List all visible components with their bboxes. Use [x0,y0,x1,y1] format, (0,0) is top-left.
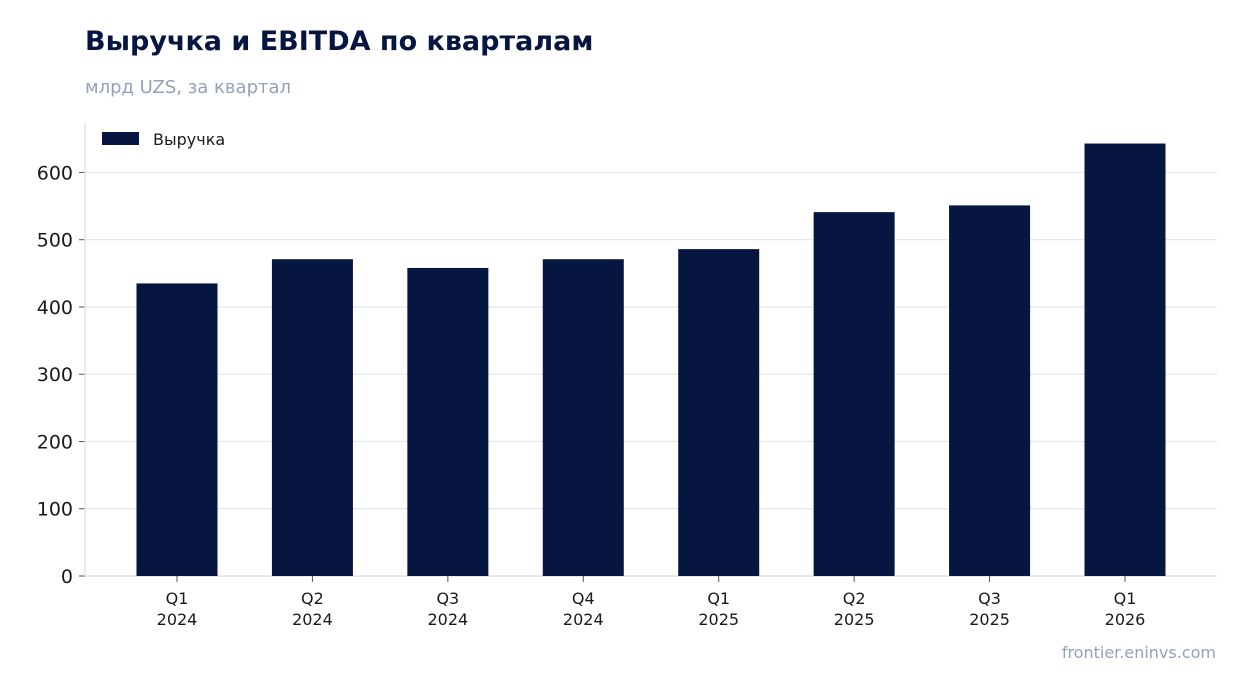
x-tick-label: 2024 [563,610,604,629]
x-tick-label: Q3 [436,589,459,608]
legend-swatch [102,132,139,145]
y-tick-label: 400 [37,297,73,319]
x-tick-label: Q3 [978,589,1001,608]
bar [542,259,624,576]
x-tick-label: 2026 [1105,610,1146,629]
x-tick-label: 2025 [698,610,739,629]
x-tick-label: 2024 [292,610,333,629]
y-tick-label: 200 [37,431,73,453]
chart-title: Выручка и EBITDA по кварталам [85,26,594,57]
x-tick-label: Q2 [301,589,324,608]
x-tick-label: 2024 [427,610,468,629]
bar [949,205,1031,576]
legend-label: Выручка [153,130,225,149]
x-tick-label: Q4 [572,589,595,608]
y-tick-label: 500 [37,230,73,252]
y-tick-label: 100 [37,499,73,521]
x-tick-label: Q1 [707,589,730,608]
bar [136,283,218,576]
x-tick-label: Q1 [166,589,189,608]
bar [678,249,760,576]
y-tick-label: 300 [37,364,73,386]
x-tick-label: 2025 [969,610,1010,629]
chart-subtitle: млрд UZS, за квартал [85,77,292,98]
x-tick-label: 2025 [834,610,875,629]
bar [407,267,489,576]
y-tick-label: 0 [61,566,73,588]
source-label: frontier.eninvs.com [1061,643,1216,662]
x-tick-label: 2024 [157,610,198,629]
bar [1084,143,1166,577]
bar [271,259,353,576]
x-tick-label: Q1 [1114,589,1137,608]
x-tick-label: Q2 [843,589,866,608]
y-tick-label: 600 [37,162,73,184]
bar [813,212,895,576]
